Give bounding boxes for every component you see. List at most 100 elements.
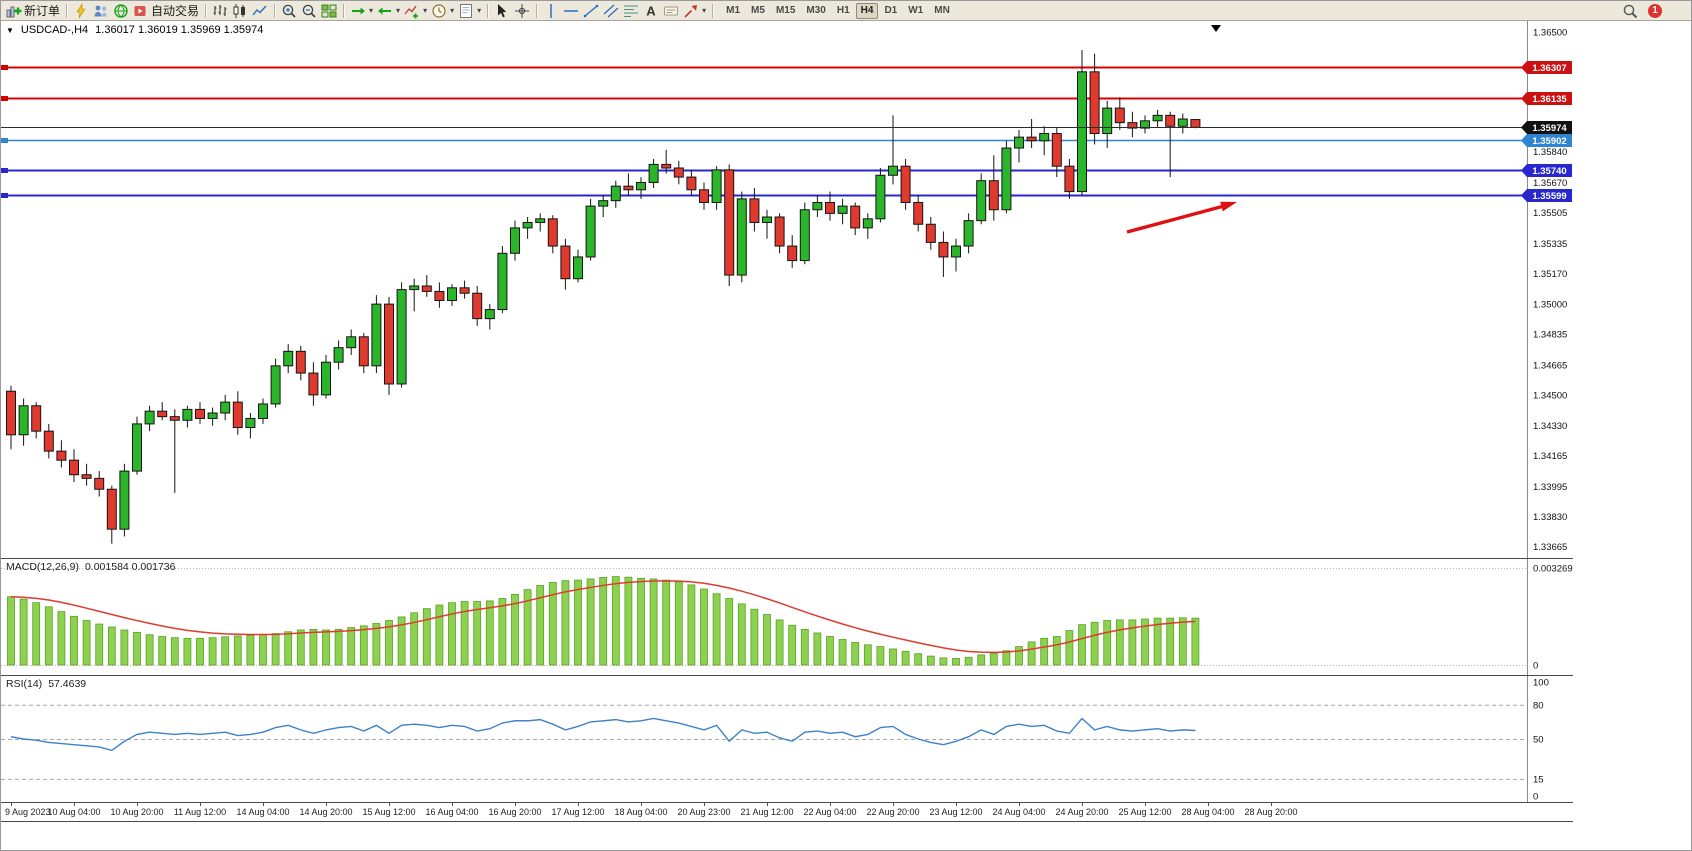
time-label: 9 Aug 2023 xyxy=(5,807,51,817)
time-label: 14 Aug 04:00 xyxy=(236,807,290,817)
toolbar-line-chart-mode-button[interactable] xyxy=(250,2,270,20)
notification-badge[interactable]: 1 xyxy=(1648,3,1662,18)
toolbar-community-button[interactable] xyxy=(111,2,131,20)
collapse-triangle-icon[interactable]: ▼ xyxy=(6,25,14,35)
toolbar-separator xyxy=(343,3,345,18)
time-label: 11 Aug 12:00 xyxy=(173,807,227,817)
toolbar-templates-button[interactable]: ▾ xyxy=(456,2,483,20)
time-tick xyxy=(326,803,327,806)
autoscroll-icon xyxy=(352,7,366,14)
toolbar-auto-trading-button[interactable]: 自动交易 xyxy=(131,2,201,20)
text-a-icon: A xyxy=(646,3,656,18)
toolbar-auto-scroll-button[interactable]: ▾ xyxy=(348,2,375,20)
time-label: 16 Aug 20:00 xyxy=(488,807,542,817)
time-tick xyxy=(578,803,579,806)
timeframe-h4-button[interactable]: H4 xyxy=(855,2,879,19)
time-tick xyxy=(1019,803,1020,806)
rsi-label: RSI(14) 57.4639 xyxy=(6,678,86,690)
chevron-down-icon[interactable]: ▾ xyxy=(396,6,401,15)
chevron-down-icon[interactable]: ▾ xyxy=(369,6,374,15)
chevron-down-icon[interactable]: ▾ xyxy=(702,6,707,15)
svg-text:1.34665: 1.34665 xyxy=(1533,360,1567,371)
scroll-to-end-marker[interactable] xyxy=(1211,25,1221,32)
time-label: 25 Aug 12:00 xyxy=(1118,807,1172,817)
main-chart-canvas[interactable]: 1.36500 1.35840 1.35670 1.35505 1.35335 1.351… xyxy=(1,21,1573,558)
toolbar-text-button[interactable]: A xyxy=(641,2,661,20)
toolbar-chart-shift-button[interactable]: ▾ xyxy=(375,2,402,20)
time-tick xyxy=(200,803,201,806)
toolbar-horizontal-line-button[interactable] xyxy=(561,2,581,20)
time-label: 28 Aug 04:00 xyxy=(1181,807,1235,817)
search-button[interactable] xyxy=(1620,2,1640,20)
chevron-down-icon[interactable]: ▾ xyxy=(450,6,455,15)
horizontal-line-object[interactable] xyxy=(1,138,1527,143)
rsi-value: 57.4639 xyxy=(48,678,87,690)
chart-area: 1.36500 1.35840 1.35670 1.35505 1.35335 1.351… xyxy=(1,21,1573,822)
indicators-icon xyxy=(404,5,419,18)
main-chart-panel[interactable]: 1.36500 1.35840 1.35670 1.35505 1.35335 1.351… xyxy=(1,21,1573,559)
toolbar-arrows-button[interactable]: ▾ xyxy=(681,2,708,20)
rsi-canvas[interactable]: 100 80 50 15 0 xyxy=(1,676,1573,802)
symbol-timeframe: USDCAD-,H4 xyxy=(20,24,89,36)
horizontal-line-object[interactable] xyxy=(1,193,1527,198)
toolbar-vertical-line-button[interactable] xyxy=(541,2,561,20)
toolbar-new-chart-button[interactable] xyxy=(71,2,91,20)
timeframe-m15-button[interactable]: M15 xyxy=(775,4,796,16)
toolbar-trendline-button[interactable] xyxy=(581,2,601,20)
zoom-out-icon xyxy=(302,4,316,18)
horizontal-line-object[interactable] xyxy=(1,168,1527,173)
rsi-panel[interactable]: 100 80 50 15 0 RSI(14) 57.4639 xyxy=(1,676,1573,803)
toolbar-separator xyxy=(712,3,714,18)
svg-text:15: 15 xyxy=(1533,774,1544,785)
svg-text:0: 0 xyxy=(1533,792,1538,803)
timeframe-mn-button[interactable]: MN xyxy=(934,4,950,16)
toolbar-zoom-in-button[interactable] xyxy=(279,2,299,20)
svg-text:1.36500: 1.36500 xyxy=(1533,27,1567,38)
macd-canvas[interactable]: 0.003269 0 xyxy=(1,559,1573,675)
toolbar-fibonacci-button[interactable] xyxy=(621,2,641,20)
toolbar-zoom-out-button[interactable] xyxy=(299,2,319,20)
time-label: 21 Aug 12:00 xyxy=(740,807,794,817)
timeframe-m1-button[interactable]: M1 xyxy=(726,4,741,16)
timeframe-m30-button[interactable]: M30 xyxy=(806,4,826,16)
chevron-down-icon[interactable]: ▾ xyxy=(423,6,428,15)
svg-text:1.35505: 1.35505 xyxy=(1533,208,1567,219)
time-label: 17 Aug 12:00 xyxy=(551,807,605,817)
price-axis-labels: 1.36500 1.35840 1.35670 1.35505 1.35335 1.351… xyxy=(1533,27,1567,553)
toolbar-indicators-button[interactable]: ▾ xyxy=(402,2,429,20)
timeframe-d1-button[interactable]: D1 xyxy=(884,4,898,16)
annotation-arrow[interactable] xyxy=(1126,201,1237,234)
auto-trading-label: 自动交易 xyxy=(151,3,200,18)
toolbar-crosshair-button[interactable] xyxy=(512,2,532,20)
toolbar-profiles-button[interactable] xyxy=(91,2,111,20)
horizontal-line-object[interactable] xyxy=(1,96,1527,101)
toolbar-periods-button[interactable]: ▾ xyxy=(429,2,456,20)
time-label: 23 Aug 12:00 xyxy=(929,807,983,817)
macd-values: 0.001584 0.001736 xyxy=(84,561,176,573)
horizontal-line-object[interactable] xyxy=(1,65,1527,70)
time-tick xyxy=(515,803,516,806)
timeframe-h1-button[interactable]: H1 xyxy=(836,4,850,16)
toolbar-tile-windows-button[interactable] xyxy=(319,2,339,20)
svg-text:1.35974: 1.35974 xyxy=(1532,123,1567,134)
toolbar-text-label-button[interactable] xyxy=(661,2,681,20)
channel-icon xyxy=(603,4,619,17)
toolbar-candlestick-mode-button[interactable] xyxy=(230,2,250,20)
time-axis[interactable]: 9 Aug 2023 10 Aug 04:00 10 Aug 20:00 11 Aug… xyxy=(1,803,1573,822)
svg-text:1.36307: 1.36307 xyxy=(1532,63,1566,74)
toolbar-equidistant-channel-button[interactable] xyxy=(601,2,621,20)
timeframe-w1-button[interactable]: W1 xyxy=(908,4,924,16)
macd-panel[interactable]: 0.003269 0 MACD(12,26,9) 0.001584 0.00173… xyxy=(1,559,1573,676)
price-marker: 1.35599 xyxy=(1521,189,1572,202)
svg-text:1.35170: 1.35170 xyxy=(1533,269,1567,280)
toolbar-new-order-button[interactable]: 新订单 xyxy=(4,2,62,20)
toolbar-bar-chart-mode-button[interactable] xyxy=(210,2,230,20)
time-tick xyxy=(830,803,831,806)
toolbar-cursor-button[interactable] xyxy=(492,2,512,20)
timeframe-m5-button[interactable]: M5 xyxy=(751,4,765,16)
svg-text:1.35840: 1.35840 xyxy=(1533,147,1567,158)
price-marker: 1.35740 xyxy=(1521,164,1572,177)
chevron-down-icon[interactable]: ▾ xyxy=(477,6,482,15)
new-order-icon xyxy=(6,6,22,17)
